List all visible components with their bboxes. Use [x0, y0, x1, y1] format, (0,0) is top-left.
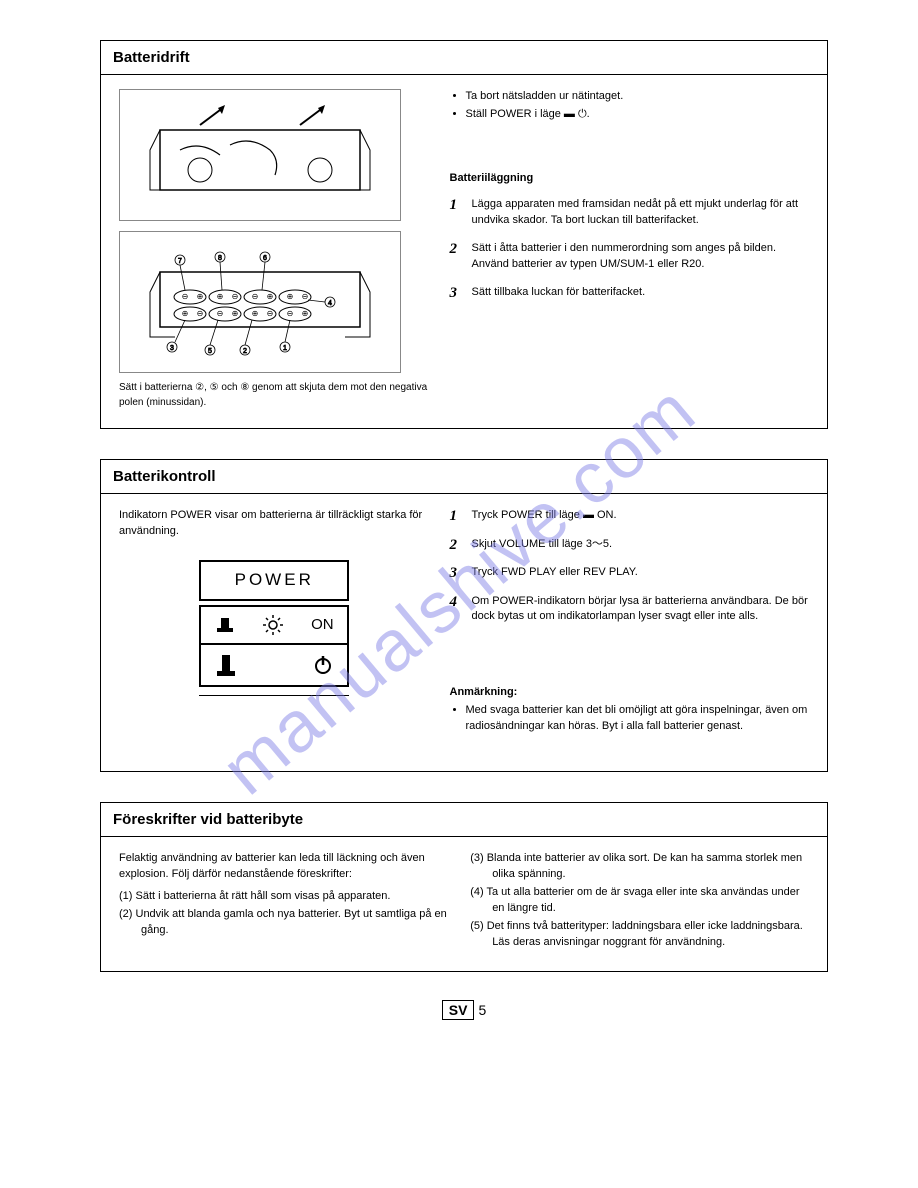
- svg-text:⊖: ⊖: [232, 292, 239, 301]
- step-number-icon: 2: [450, 537, 464, 554]
- step-item: 1 Tryck POWER till läge ▬ ON.: [450, 508, 810, 525]
- section3-right-column: (3) Blanda inte batterier av olika sort.…: [470, 851, 809, 953]
- step-number-icon: 1: [450, 197, 464, 229]
- step-text: Sätt tillbaka luckan för batterifacket.: [472, 285, 810, 302]
- section2-intro: Indikatorn POWER visar om batterierna är…: [119, 508, 430, 540]
- svg-text:⊕: ⊕: [302, 309, 309, 318]
- step-number-icon: 3: [450, 565, 464, 582]
- step-item: 2 Sätt i åtta batterier i den nummerordn…: [450, 241, 810, 273]
- step-text: Sätt i åtta batterier i den nummerordnin…: [472, 241, 810, 273]
- precaution-item: (2) Undvik att blanda gamla och nya batt…: [119, 907, 450, 939]
- svg-text:⊖: ⊖: [197, 309, 204, 318]
- diagram-caption: Sätt i batterierna ②, ⑤ och ⑧ genom att …: [119, 381, 430, 410]
- svg-text:⊖: ⊖: [252, 292, 259, 301]
- note-text: Med svaga batterier kan det bli omöjligt…: [466, 703, 810, 735]
- step-text: Lägga apparaten med framsidan nedåt på e…: [472, 197, 810, 229]
- svg-text:3: 3: [170, 345, 174, 352]
- section3-intro: Felaktig användning av batterier kan led…: [119, 851, 450, 883]
- section1-title: Batteridrift: [101, 41, 827, 75]
- step-number-icon: 4: [450, 594, 464, 626]
- svg-text:⊕: ⊕: [232, 309, 239, 318]
- switch-on-shape-icon: [215, 616, 235, 634]
- step-item: 3 Tryck FWD PLAY eller REV PLAY.: [450, 565, 810, 582]
- precaution-item: (1) Sätt i batterierna åt rätt håll som …: [119, 889, 450, 905]
- svg-text:⊕: ⊕: [197, 292, 204, 301]
- svg-text:⊖: ⊖: [182, 292, 189, 301]
- svg-text:⊕: ⊕: [267, 292, 274, 301]
- svg-text:1: 1: [283, 345, 287, 352]
- note-heading: Anmärkning:: [450, 685, 810, 701]
- section1-left-column: ⊖ ⊕ ⊕ ⊖ ⊖ ⊕ ⊕ ⊖ ⊕ ⊖ ⊖ ⊕ ⊕ ⊖ ⊖ ⊕ 7: [119, 89, 430, 410]
- precaution-item: (4) Ta ut alla batterier om de är svaga …: [470, 885, 809, 917]
- step-number-icon: 2: [450, 241, 464, 273]
- svg-text:4: 4: [328, 300, 332, 307]
- power-switch-diagram: POWER ON: [199, 560, 349, 687]
- precaution-item: (3) Blanda inte batterier av olika sort.…: [470, 851, 809, 883]
- battery-check-panel: Batterikontroll Indikatorn POWER visar o…: [100, 459, 828, 772]
- svg-text:8: 8: [218, 255, 222, 262]
- step-item: 4 Om POWER-indikatorn börjar lysa är bat…: [450, 594, 810, 626]
- step-number-icon: 1: [450, 508, 464, 525]
- step-number-icon: 3: [450, 285, 464, 302]
- step-item: 1 Lägga apparaten med framsidan nedåt på…: [450, 197, 810, 229]
- on-label: ON: [311, 614, 334, 636]
- battery-cover-diagram: [119, 89, 401, 221]
- sun-icon: [262, 614, 284, 636]
- language-code: SV: [442, 1000, 475, 1020]
- standby-icon: [312, 654, 334, 676]
- note-block: Anmärkning: Med svaga batterier kan det …: [450, 685, 810, 735]
- step-text: Tryck FWD PLAY eller REV PLAY.: [472, 565, 810, 582]
- step-text: Tryck POWER till läge ▬ ON.: [472, 508, 810, 525]
- precaution-item: (5) Det finns två batterityper: laddning…: [470, 919, 809, 951]
- section2-right-column: 1 Tryck POWER till läge ▬ ON. 2 Skjut VO…: [450, 508, 810, 753]
- power-label: POWER: [199, 560, 349, 601]
- step-item: 2 Skjut VOLUME till läge 3〜5.: [450, 537, 810, 554]
- battery-loading-heading: Batteriiläggning: [450, 171, 810, 187]
- svg-text:5: 5: [208, 348, 212, 355]
- battery-insertion-diagram: ⊖ ⊕ ⊕ ⊖ ⊖ ⊕ ⊕ ⊖ ⊕ ⊖ ⊖ ⊕ ⊕ ⊖ ⊖ ⊕ 7: [119, 231, 401, 373]
- step-item: 3 Sätt tillbaka luckan för batterifacket…: [450, 285, 810, 302]
- step-text: Om POWER-indikatorn börjar lysa är batte…: [472, 594, 810, 626]
- battery-precautions-panel: Föreskrifter vid batteribyte Felaktig an…: [100, 802, 828, 972]
- switch-off-shape-icon: [215, 653, 237, 677]
- svg-text:6: 6: [263, 255, 267, 262]
- svg-text:⊖: ⊖: [287, 309, 294, 318]
- page-number: 5: [478, 1002, 486, 1018]
- svg-text:2: 2: [243, 348, 247, 355]
- svg-text:7: 7: [178, 258, 182, 265]
- section2-title: Batterikontroll: [101, 460, 827, 494]
- page-footer: SV5: [100, 1002, 828, 1018]
- svg-text:⊕: ⊕: [217, 292, 224, 301]
- step-text: Skjut VOLUME till läge 3〜5.: [472, 537, 810, 554]
- svg-text:⊖: ⊖: [217, 309, 224, 318]
- section2-left-column: Indikatorn POWER visar om batterierna är…: [119, 508, 430, 753]
- prep-bullets: Ta bort nätsladden ur nätintaget. Ställ …: [450, 89, 810, 123]
- svg-text:⊖: ⊖: [302, 292, 309, 301]
- section3-title: Föreskrifter vid batteribyte: [101, 803, 827, 837]
- section3-left-column: Felaktig användning av batterier kan led…: [119, 851, 450, 953]
- battery-operation-panel: Batteridrift: [100, 40, 828, 429]
- svg-text:⊕: ⊕: [287, 292, 294, 301]
- svg-text:⊖: ⊖: [267, 309, 274, 318]
- bullet-item: Ta bort nätsladden ur nätintaget.: [466, 89, 810, 105]
- svg-text:⊕: ⊕: [182, 309, 189, 318]
- section1-right-column: Ta bort nätsladden ur nätintaget. Ställ …: [450, 89, 810, 410]
- bullet-item: Ställ POWER i läge ▬ ⏻.: [466, 107, 810, 123]
- svg-text:⊕: ⊕: [252, 309, 259, 318]
